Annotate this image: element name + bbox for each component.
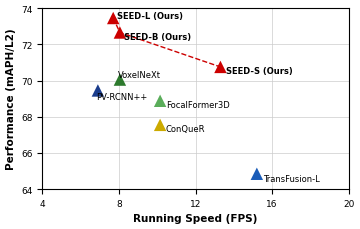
- Point: [254, 172, 260, 176]
- Text: ConQueR: ConQueR: [166, 125, 205, 134]
- Text: SEED-B (Ours): SEED-B (Ours): [124, 33, 191, 42]
- X-axis label: Running Speed (FPS): Running Speed (FPS): [133, 213, 258, 224]
- Point: [157, 123, 163, 127]
- Point: [110, 17, 116, 21]
- Text: SEED-L (Ours): SEED-L (Ours): [117, 12, 183, 21]
- Point: [217, 66, 223, 69]
- Point: [117, 78, 123, 82]
- Text: FocalFormer3D: FocalFormer3D: [166, 100, 230, 109]
- Point: [95, 89, 101, 93]
- Text: PV-RCNN++: PV-RCNN++: [96, 93, 147, 102]
- Y-axis label: Performance (mAPH/L2): Performance (mAPH/L2): [5, 29, 15, 170]
- Text: TransFusion-L: TransFusion-L: [262, 174, 319, 183]
- Text: SEED-S (Ours): SEED-S (Ours): [226, 67, 293, 76]
- Text: VoxelNeXt: VoxelNeXt: [118, 71, 161, 80]
- Point: [117, 32, 123, 35]
- Point: [157, 100, 163, 103]
